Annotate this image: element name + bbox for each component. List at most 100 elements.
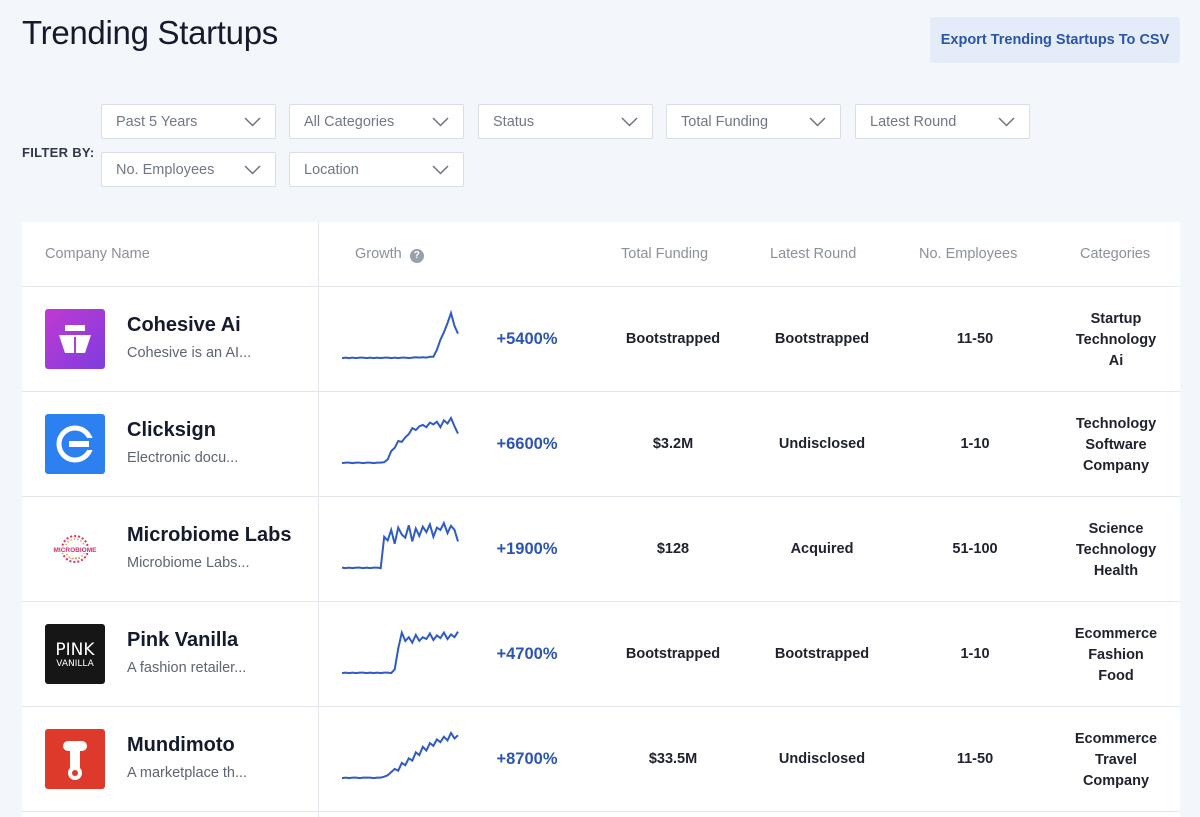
column-divider: [318, 222, 319, 817]
latest-round: Bootstrapped: [774, 646, 870, 662]
help-icon[interactable]: ?: [409, 249, 424, 263]
growth-value: +4700%: [496, 645, 558, 663]
dropdown-label: Total Funding: [681, 113, 769, 130]
pinkvanilla-logo: PINK VANILLA: [45, 624, 105, 684]
startups-table: Company Name Growth? Total Funding Lates…: [22, 222, 1180, 817]
table-row[interactable]: Cohesive Ai Cohesive is an AI... +5400% …: [22, 287, 1180, 392]
employees: 11-50: [956, 331, 994, 347]
dropdown-label: Location: [304, 161, 359, 178]
row-divider: [22, 601, 1180, 602]
table-row[interactable]: MICROBIOME L A B S Microbiome Labs Micro…: [22, 497, 1180, 602]
category-tag: Technology: [1075, 542, 1157, 558]
chevron-down-icon: [244, 164, 261, 175]
microbiome-logo: MICROBIOME L A B S: [45, 519, 105, 579]
row-divider: [22, 811, 1180, 812]
total-funding: $128: [656, 541, 690, 557]
latest-round: Undisclosed: [778, 751, 866, 767]
header-categories[interactable]: Categories: [1080, 246, 1151, 262]
company-name[interactable]: Pink Vanilla: [127, 629, 239, 651]
growth-sparkline: [341, 629, 459, 675]
chevron-down-icon: [244, 116, 261, 127]
dropdown-label: Status: [493, 113, 535, 130]
company-name[interactable]: Clicksign: [127, 419, 216, 441]
company-description: Cohesive is an AI...: [127, 345, 252, 361]
filter-categories[interactable]: All Categories: [289, 104, 464, 139]
dropdown-label: Past 5 Years: [116, 113, 198, 130]
header-growth[interactable]: Growth?: [355, 246, 424, 263]
total-funding: $33.5M: [648, 751, 698, 767]
chevron-down-icon: [432, 164, 449, 175]
filter-by-label: FILTER BY:: [22, 145, 95, 160]
header-growth-label: Growth: [355, 246, 402, 262]
company-description: A fashion retailer...: [127, 660, 247, 676]
company-description: A marketplace th...: [127, 765, 248, 781]
category-tag: Technology: [1075, 332, 1157, 348]
header-employees[interactable]: No. Employees: [919, 246, 1018, 262]
row-divider: [22, 706, 1180, 707]
growth-value: +8700%: [496, 750, 558, 768]
category-tag: Ecommerce: [1074, 731, 1158, 747]
growth-value: +1900%: [496, 540, 558, 558]
filter-total-funding[interactable]: Total Funding: [666, 104, 841, 139]
employees: 11-50: [956, 751, 994, 767]
header-total-funding[interactable]: Total Funding: [621, 246, 709, 262]
employees: 1-10: [960, 646, 990, 662]
company-description: Electronic docu...: [127, 450, 239, 466]
filter-latest-round[interactable]: Latest Round: [855, 104, 1030, 139]
categories: Science Technology Health: [1052, 519, 1180, 582]
row-divider: [22, 286, 1180, 287]
header-company-name[interactable]: Company Name: [45, 246, 150, 262]
category-tag: Ecommerce: [1074, 626, 1158, 642]
category-tag: Company: [1082, 458, 1150, 474]
category-tag: Health: [1093, 563, 1139, 579]
page-title: Trending Startups: [22, 14, 278, 51]
dropdown-label: All Categories: [304, 113, 395, 130]
total-funding: Bootstrapped: [625, 646, 721, 662]
category-tag: Technology: [1075, 416, 1157, 432]
categories: Ecommerce Fashion Food: [1052, 624, 1180, 687]
employees: 1-10: [960, 436, 990, 452]
growth-value: +6600%: [496, 435, 558, 453]
table-row[interactable]: PINK VANILLA Pink Vanilla A fashion reta…: [22, 602, 1180, 707]
employees: 51-100: [952, 541, 998, 557]
dropdown-label: No. Employees: [116, 161, 215, 178]
latest-round: Bootstrapped: [774, 331, 870, 347]
filter-employees[interactable]: No. Employees: [101, 152, 276, 187]
growth-value: +5400%: [496, 330, 558, 348]
filter-location[interactable]: Location: [289, 152, 464, 187]
category-tag: Fashion: [1088, 647, 1144, 663]
category-tag: Science: [1088, 521, 1144, 537]
growth-sparkline: [341, 415, 459, 465]
categories: Ecommerce Travel Company: [1052, 729, 1180, 792]
company-name[interactable]: Microbiome Labs: [127, 524, 292, 546]
growth-sparkline: [341, 730, 459, 780]
table-row[interactable]: Clicksign Electronic docu... +6600% $3.2…: [22, 392, 1180, 497]
latest-round: Undisclosed: [778, 436, 866, 452]
total-funding: $3.2M: [652, 436, 694, 452]
filter-time-range[interactable]: Past 5 Years: [101, 104, 276, 139]
total-funding: Bootstrapped: [625, 331, 721, 347]
categories: Startup Technology Ai: [1052, 309, 1180, 372]
row-divider: [22, 496, 1180, 497]
svg-text:L A B S: L A B S: [70, 556, 80, 560]
table-row[interactable]: Mundimoto A marketplace th... +8700% $33…: [22, 707, 1180, 812]
svg-text:VANILLA: VANILLA: [56, 659, 94, 669]
cohesive-logo: [45, 309, 105, 369]
export-csv-button[interactable]: Export Trending Startups To CSV: [930, 17, 1180, 63]
dropdown-label: Latest Round: [870, 113, 957, 130]
svg-text:MICROBIOME: MICROBIOME: [54, 547, 98, 554]
header-latest-round[interactable]: Latest Round: [770, 246, 857, 262]
filter-status[interactable]: Status: [478, 104, 653, 139]
svg-text:PINK: PINK: [55, 640, 95, 660]
category-tag: Travel: [1095, 752, 1137, 768]
latest-round: Acquired: [790, 541, 854, 557]
category-tag: Food: [1098, 668, 1134, 684]
category-tag: Software: [1085, 437, 1147, 453]
company-name[interactable]: Cohesive Ai: [127, 314, 241, 336]
mundimoto-logo: [45, 729, 105, 789]
growth-sparkline: [341, 309, 459, 360]
company-description: Microbiome Labs...: [127, 555, 250, 571]
chevron-down-icon: [432, 116, 449, 127]
categories: Technology Software Company: [1052, 414, 1180, 477]
company-name[interactable]: Mundimoto: [127, 734, 235, 756]
